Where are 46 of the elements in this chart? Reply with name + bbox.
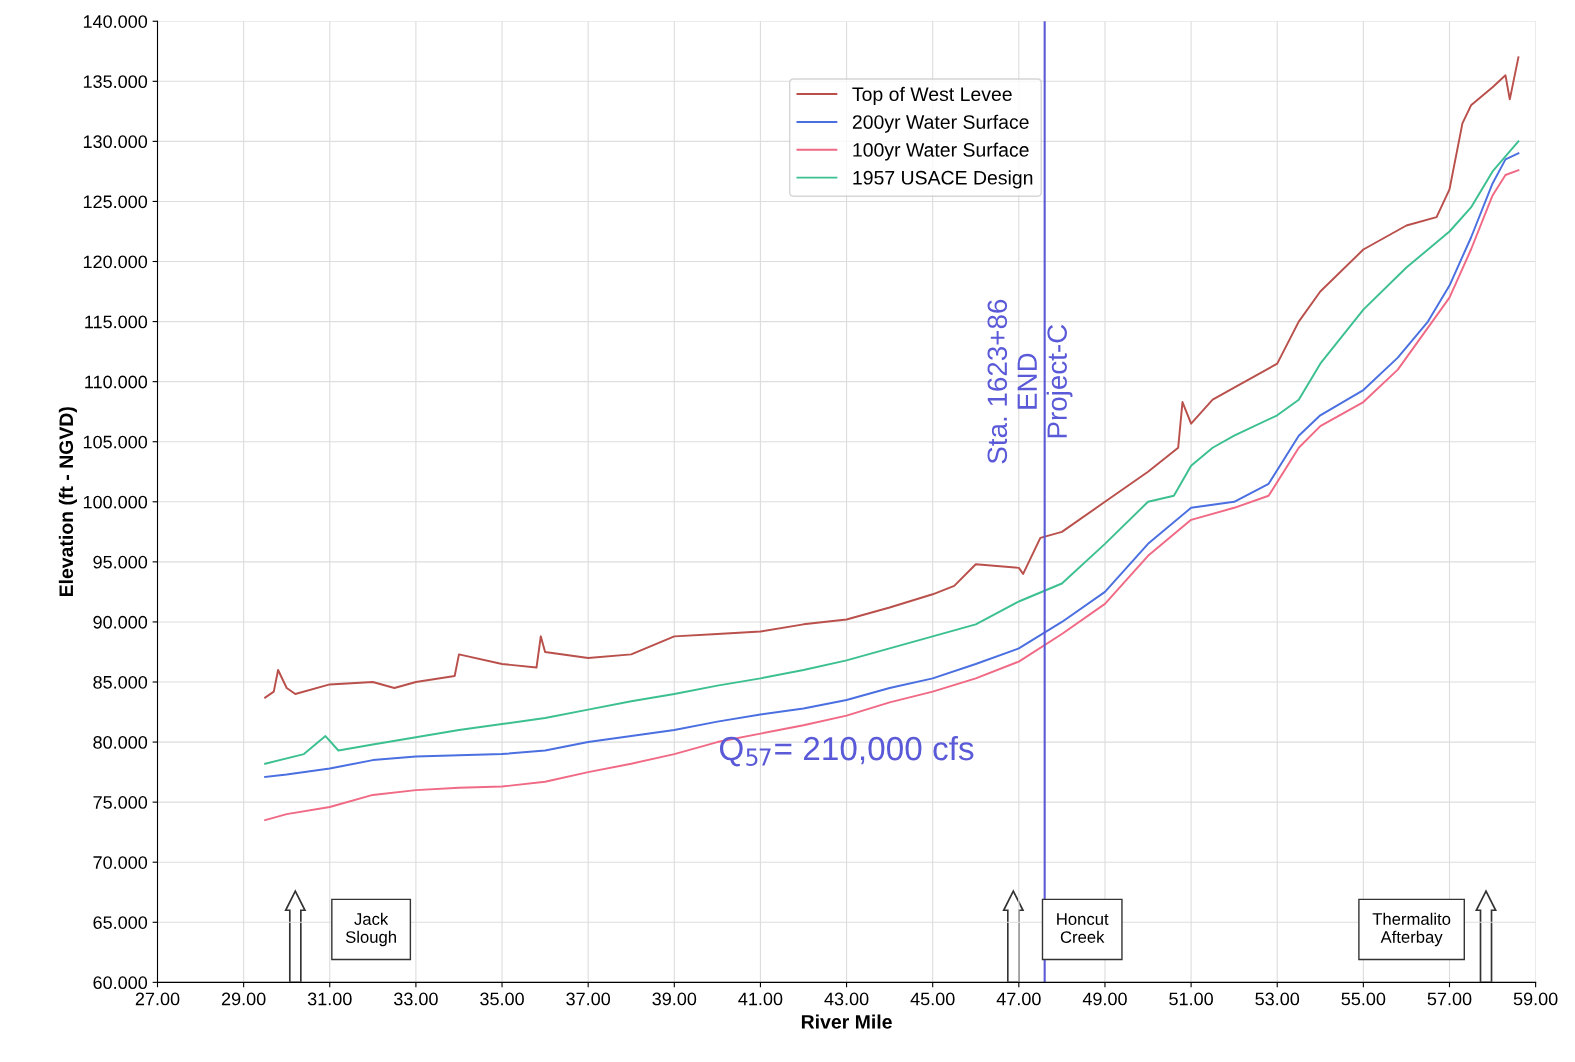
y-tick-label: 75.000 xyxy=(93,796,148,809)
x-tick-label: 27.00 xyxy=(135,992,180,1006)
x-tick-label: 45.00 xyxy=(910,992,955,1006)
x-tick-label: 49.00 xyxy=(1082,992,1127,1006)
y-tick-label: 130.000 xyxy=(83,135,148,149)
y-axis-title: Elevation (ft - NGVD) xyxy=(58,407,77,597)
legend-label: 1957 USACE Design xyxy=(853,170,1033,189)
x-tick-label: 51.00 xyxy=(1169,992,1213,1006)
legend-label: Top of West Levee xyxy=(852,86,1012,105)
legend-label: 200yr Water Surface xyxy=(852,114,1029,133)
y-tick-label: 90.000 xyxy=(93,615,148,629)
annotation: Thermalito Afterbay xyxy=(1372,912,1451,947)
y-tick-label: 100.000 xyxy=(83,495,148,509)
x-tick-label: 39.00 xyxy=(652,992,697,1006)
y-tick-label: 70.000 xyxy=(93,856,148,869)
y-tick-label: 140.000 xyxy=(83,15,148,28)
y-tick-label: 85.000 xyxy=(93,675,148,689)
line-series xyxy=(264,56,1520,699)
x-tick-label: 29.00 xyxy=(221,992,266,1006)
legend-label: 100yr Water Surface xyxy=(853,142,1029,161)
ref-line-label: Sta. 1623+86 END Project-C xyxy=(987,299,1073,464)
x-tick-label: 57.00 xyxy=(1427,992,1472,1006)
y-tick-label: 120.000 xyxy=(83,255,148,269)
y-tick-label: 65.000 xyxy=(93,916,148,929)
y-tick-label: 125.000 xyxy=(83,195,148,209)
x-tick-label: 35.00 xyxy=(480,992,524,1006)
annotation: Q$_{57}$= 210,000 cfs xyxy=(719,735,974,767)
x-tick-label: 53.00 xyxy=(1255,992,1300,1006)
annotation: Jack Slough xyxy=(345,912,396,947)
x-tick-label: 47.00 xyxy=(996,992,1041,1006)
x-tick-label: 33.00 xyxy=(394,992,438,1006)
annotation: Honcut Creek xyxy=(1057,913,1109,943)
y-tick-label: 135.000 xyxy=(83,75,148,89)
x-tick-label: 37.00 xyxy=(566,992,611,1006)
y-tick-label: 105.000 xyxy=(83,435,148,449)
y-tick-label: 115.000 xyxy=(85,315,148,329)
x-axis-title: River Mile xyxy=(801,1014,892,1029)
x-tick-label: 55.00 xyxy=(1341,992,1386,1006)
x-tick-label: 31.00 xyxy=(307,992,352,1006)
y-tick-label: 60.000 xyxy=(93,976,148,990)
y-tick-label: 110.000 xyxy=(85,375,148,389)
x-tick-label: 41.00 xyxy=(738,992,783,1006)
y-tick-label: 95.000 xyxy=(93,555,148,569)
x-tick-label: 59.00 xyxy=(1513,992,1558,1006)
y-tick-label: 80.000 xyxy=(93,736,148,749)
x-tick-label: 43.00 xyxy=(824,992,869,1006)
